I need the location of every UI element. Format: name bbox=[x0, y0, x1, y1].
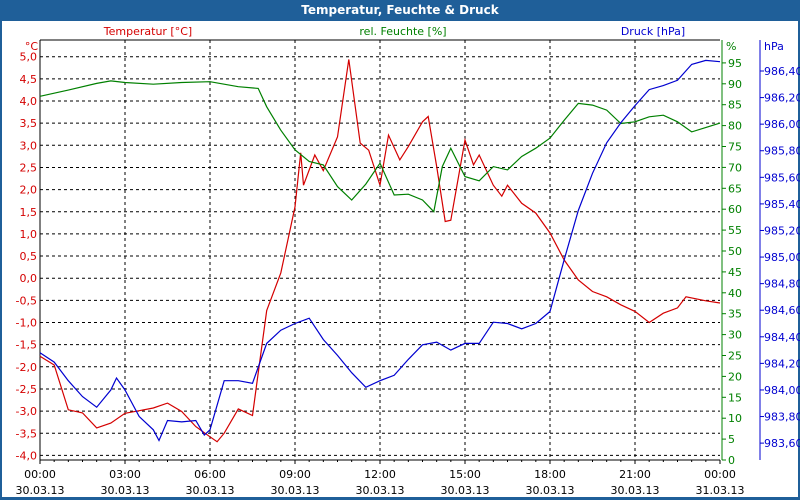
pressure-tick-label: 985,80 bbox=[764, 145, 800, 158]
temperature-line bbox=[39, 59, 721, 443]
pressure-tick-label: 985,60 bbox=[764, 171, 800, 184]
x-tick-date: 30.03.13 bbox=[271, 484, 320, 497]
temp-tick-label: 1,0 bbox=[20, 228, 38, 241]
legend-pressure: Druck [hPa] bbox=[621, 25, 685, 38]
humidity-tick-label: 80 bbox=[728, 120, 742, 133]
pressure-tick-label: 986,40 bbox=[764, 65, 800, 78]
pressure-tick-label: 984,00 bbox=[764, 384, 800, 397]
x-tick-time: 09:00 bbox=[279, 468, 311, 481]
x-tick-date: 30.03.13 bbox=[16, 484, 65, 497]
pressure-tick-label: 984,40 bbox=[764, 331, 800, 344]
humidity-line bbox=[39, 80, 721, 213]
x-tick-date: 30.03.13 bbox=[186, 484, 235, 497]
humidity-tick-label: 95 bbox=[728, 57, 742, 70]
humidity-tick-label: 30 bbox=[728, 329, 742, 342]
x-tick-time: 00:00 bbox=[704, 468, 736, 481]
pressure-tick-label: 984,80 bbox=[764, 278, 800, 291]
pressure-tick-label: 985,40 bbox=[764, 198, 800, 211]
x-tick-time: 06:00 bbox=[194, 468, 226, 481]
temp-tick-label: 3,0 bbox=[20, 139, 38, 152]
x-tick-date: 30.03.13 bbox=[356, 484, 405, 497]
temp-tick-label: -0,5 bbox=[16, 294, 37, 307]
temp-tick-label: 3,5 bbox=[20, 117, 38, 130]
humidity-tick-label: 75 bbox=[728, 141, 742, 154]
pressure-unit-label: hPa bbox=[764, 40, 784, 53]
humidity-tick-label: 10 bbox=[728, 412, 742, 425]
temp-tick-label: -3,5 bbox=[16, 427, 37, 440]
chart-body: 5,0 4,5 4,0 3,5 3,0 2,5 2,0 1,5 1,0 0,5 0,0 -0,5 -1,… bbox=[2, 21, 800, 497]
x-tick-time: 00:00 bbox=[24, 468, 56, 481]
pressure-tick-label: 983,80 bbox=[764, 411, 800, 424]
pressure-tick-label: 984,60 bbox=[764, 304, 800, 317]
temp-tick-label: -1,5 bbox=[16, 339, 37, 352]
humidity-tick-label: 45 bbox=[728, 266, 742, 279]
window-title: Temperatur, Feuchte & Druck bbox=[301, 3, 499, 17]
humidity-unit-label: % bbox=[726, 40, 736, 53]
legend-humidity: rel. Feuchte [%] bbox=[359, 25, 446, 38]
legend-temperature: Temperatur [°C] bbox=[103, 25, 192, 38]
humidity-tick-label: 0 bbox=[728, 454, 735, 467]
x-tick-time: 15:00 bbox=[449, 468, 481, 481]
humidity-tick-label: 50 bbox=[728, 245, 742, 258]
pressure-tick-label: 986,00 bbox=[764, 118, 800, 131]
x-tick-date: 31.03.13 bbox=[696, 484, 745, 497]
humidity-tick-label: 25 bbox=[728, 350, 742, 363]
x-tick-date: 30.03.13 bbox=[526, 484, 575, 497]
x-tick-time: 21:00 bbox=[619, 468, 651, 481]
pressure-tick-label: 985,00 bbox=[764, 251, 800, 264]
humidity-tick-label: 60 bbox=[728, 203, 742, 216]
humidity-tick-label: 15 bbox=[728, 391, 742, 404]
temp-tick-label: 0,0 bbox=[20, 272, 38, 285]
humidity-tick-label: 65 bbox=[728, 182, 742, 195]
temp-tick-label: 4,0 bbox=[20, 95, 38, 108]
temp-tick-label: -2,0 bbox=[16, 361, 37, 374]
x-tick-date: 30.03.13 bbox=[611, 484, 660, 497]
x-tick-time: 18:00 bbox=[534, 468, 566, 481]
humidity-tick-label: 70 bbox=[728, 161, 742, 174]
temp-tick-label: -1,0 bbox=[16, 317, 37, 330]
pressure-tick-label: 983,60 bbox=[764, 437, 800, 450]
x-tick-date: 30.03.13 bbox=[101, 484, 150, 497]
humidity-tick-label: 20 bbox=[728, 370, 742, 383]
temp-tick-label: 2,5 bbox=[20, 161, 38, 174]
temp-unit-label: °C bbox=[25, 40, 39, 53]
temp-tick-label: 0,5 bbox=[20, 250, 38, 263]
temp-tick-label: 1,5 bbox=[20, 206, 38, 219]
x-tick-time: 12:00 bbox=[364, 468, 396, 481]
pressure-tick-label: 984,20 bbox=[764, 357, 800, 370]
humidity-tick-label: 35 bbox=[728, 308, 742, 321]
humidity-tick-label: 90 bbox=[728, 78, 742, 91]
pressure-line bbox=[39, 59, 721, 442]
temp-tick-label: 2,0 bbox=[20, 184, 38, 197]
pressure-tick-label: 986,20 bbox=[764, 92, 800, 105]
x-tick-time: 03:00 bbox=[109, 468, 141, 481]
humidity-tick-label: 40 bbox=[728, 287, 742, 300]
pressure-tick-label: 985,20 bbox=[764, 224, 800, 237]
x-tick-date: 30.03.13 bbox=[441, 484, 490, 497]
humidity-tick-label: 85 bbox=[728, 99, 742, 112]
temp-tick-label: -2,5 bbox=[16, 383, 37, 396]
humidity-tick-label: 5 bbox=[728, 433, 735, 446]
temp-tick-label: 4,5 bbox=[20, 73, 38, 86]
humidity-tick-label: 55 bbox=[728, 224, 742, 237]
temp-tick-label: -4,0 bbox=[16, 449, 37, 462]
temp-tick-label: -3,0 bbox=[16, 405, 37, 418]
temp-tick-label: 5,0 bbox=[20, 51, 38, 64]
